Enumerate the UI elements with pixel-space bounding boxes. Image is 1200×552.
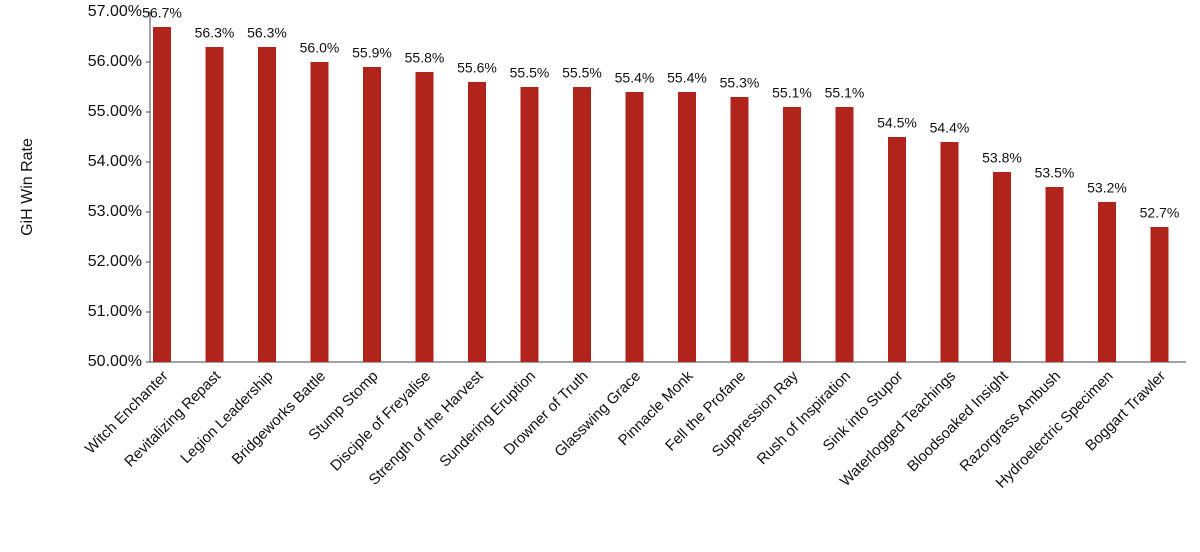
bar [258,47,276,362]
bar [993,172,1011,362]
bar [415,72,434,362]
bar [153,27,171,362]
value-label: 55.1% [772,85,812,101]
value-label: 55.6% [457,60,497,76]
value-label: 55.3% [720,75,760,91]
x-tick-label: Rush of Inspiration [754,368,854,468]
bar [835,107,854,362]
bar [363,67,381,362]
bar [888,137,906,362]
bar [310,62,329,362]
x-tick-label: Legion Leadership [177,368,276,467]
bar [1098,202,1116,362]
bar [520,87,539,362]
value-label: 55.1% [825,85,865,101]
value-label: 56.0% [300,40,340,56]
y-tick-label: 56.00% [88,53,142,70]
y-axis-label: GiH Win Rate [19,138,36,236]
bar [205,47,224,362]
bar [1045,187,1064,362]
bar [1150,227,1169,362]
value-label: 54.5% [877,115,917,131]
value-label: 56.7% [142,5,182,21]
value-label: 52.7% [1140,205,1180,221]
y-tick-label: 50.00% [88,353,142,370]
value-label: 55.9% [352,45,392,61]
value-label: 55.4% [667,70,707,86]
x-tick-label: Sundering Eruption [436,368,539,471]
y-tick-label: 52.00% [88,253,142,270]
x-tick-label: Disciple of Freyalise [327,368,434,475]
x-tick-label: Revitalizing Repast [121,367,224,470]
value-label: 55.5% [510,65,550,81]
x-tick-label: Bloodsoaked Insight [904,367,1012,475]
bar [468,82,486,362]
x-tick-label: Bridgeworks Battle [229,368,329,468]
value-label: 53.8% [982,150,1022,166]
value-label: 53.2% [1087,180,1127,196]
value-label: 55.4% [615,70,655,86]
y-tick-label: 53.00% [88,203,142,220]
bar [625,92,644,362]
y-tick-label: 51.00% [88,303,142,320]
bar [573,87,591,362]
x-tick-label: Razorgrass Ambush [957,368,1065,476]
bar [678,92,696,362]
y-tick-label: 54.00% [88,153,142,170]
value-label: 53.5% [1035,165,1075,181]
value-label: 55.8% [405,50,445,66]
value-label: 55.5% [562,65,602,81]
bar [783,107,801,362]
bar [730,97,749,362]
value-label: 56.3% [247,25,287,41]
value-label: 54.4% [930,120,970,136]
value-label: 56.3% [195,25,235,41]
bar [940,142,959,362]
y-tick-label: 57.00% [88,3,142,20]
y-tick-label: 55.00% [88,103,142,120]
